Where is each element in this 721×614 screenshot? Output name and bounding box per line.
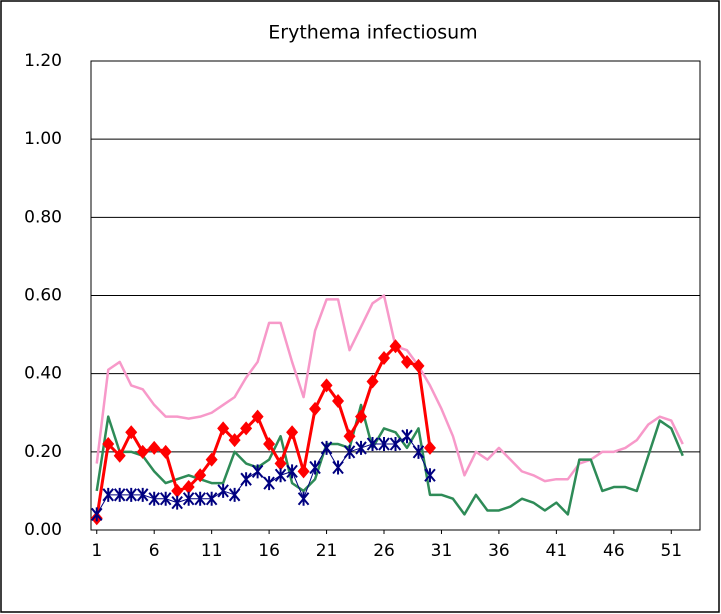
asterisk-marker — [378, 437, 390, 452]
diamond-marker — [378, 351, 391, 366]
diamond-marker — [251, 409, 264, 424]
diamond-marker — [320, 378, 333, 393]
diamond-marker — [274, 456, 287, 471]
diamond-marker — [194, 468, 207, 483]
diamond-marker — [355, 409, 368, 424]
diamond-marker — [102, 437, 115, 452]
diamond-marker — [366, 374, 379, 389]
diamond-marker — [205, 452, 218, 467]
diamond-marker — [171, 483, 184, 498]
asterisk-marker — [217, 483, 229, 498]
asterisk-marker — [263, 476, 275, 491]
asterisk-marker — [389, 437, 402, 452]
series-line — [95, 403, 684, 516]
asterisk-marker — [159, 491, 172, 506]
asterisk-marker — [113, 487, 126, 502]
asterisk-marker — [424, 468, 436, 483]
diamond-marker — [182, 480, 195, 495]
diamond-marker — [309, 401, 322, 416]
asterisk-marker — [240, 472, 252, 487]
diamond-marker — [228, 433, 241, 448]
asterisk-marker — [171, 495, 183, 510]
diamond-marker — [286, 425, 299, 440]
x-tick-label: 51 — [660, 541, 682, 561]
x-tick-label: 31 — [431, 541, 453, 561]
diamond-marker — [217, 421, 230, 436]
asterisk-marker — [401, 429, 413, 444]
asterisk-marker — [355, 440, 367, 455]
asterisk-marker — [274, 468, 287, 483]
asterisk-marker — [102, 487, 115, 502]
asterisk-marker — [297, 491, 310, 506]
diamond-marker — [240, 421, 253, 436]
x-tick-label: 46 — [603, 541, 625, 561]
x-tick-label: 36 — [488, 541, 510, 561]
y-tick-label: 1.00 — [24, 129, 62, 149]
asterisk-marker — [286, 464, 298, 479]
asterisk-marker — [136, 487, 149, 502]
asterisk-marker — [332, 460, 344, 475]
y-tick-label: 0.40 — [24, 364, 62, 384]
x-tick-label: 11 — [201, 541, 223, 561]
x-tick-label: 21 — [316, 541, 338, 561]
diamond-marker — [343, 429, 356, 444]
asterisk-marker — [194, 491, 206, 506]
diamond-marker — [389, 339, 402, 354]
y-tick-label: 0.20 — [24, 442, 62, 462]
asterisk-marker — [366, 437, 379, 452]
diamond-marker — [113, 448, 126, 463]
diamond-marker — [125, 425, 138, 440]
series-line — [95, 294, 684, 483]
y-tick-label: 0.00 — [24, 520, 62, 540]
x-tick-label: 6 — [149, 541, 160, 561]
x-tick-label: 41 — [546, 541, 568, 561]
asterisk-marker — [320, 440, 333, 455]
asterisk-marker — [412, 444, 425, 459]
y-tick-label: 0.80 — [24, 207, 62, 227]
y-tick-label: 0.60 — [24, 286, 62, 306]
diamond-marker — [400, 354, 413, 369]
asterisk-marker — [125, 487, 137, 502]
asterisk-marker — [205, 491, 218, 506]
asterisk-marker — [251, 464, 264, 479]
diamond-marker — [423, 440, 436, 455]
diamond-marker — [148, 440, 161, 455]
series-line — [96, 435, 431, 515]
diamond-marker — [332, 394, 345, 409]
asterisk-marker — [148, 491, 160, 506]
diamond-marker — [263, 437, 276, 452]
x-tick-label: 16 — [258, 541, 280, 561]
diamond-marker — [297, 464, 310, 479]
asterisk-marker — [182, 491, 195, 506]
diamond-marker — [136, 444, 149, 459]
diamond-marker — [412, 358, 425, 373]
diamond-marker — [159, 444, 172, 459]
asterisk-marker — [343, 444, 356, 459]
chart-title: Erythema infectiosum — [268, 22, 477, 44]
asterisk-marker — [90, 507, 103, 522]
x-tick-label: 26 — [373, 541, 395, 561]
y-tick-label: 1.20 — [24, 51, 62, 71]
asterisk-marker — [309, 460, 321, 475]
asterisk-marker — [228, 487, 241, 502]
x-tick-label: 1 — [91, 541, 102, 561]
